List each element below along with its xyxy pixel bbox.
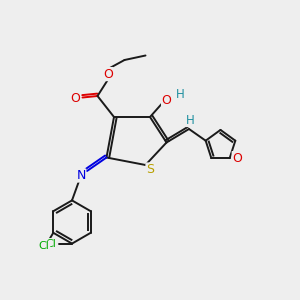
Text: H: H — [186, 113, 195, 127]
Text: O: O — [103, 68, 113, 81]
Text: O: O — [162, 94, 171, 107]
Text: N: N — [76, 169, 86, 182]
Text: O: O — [70, 92, 80, 106]
Text: Cl: Cl — [39, 241, 50, 251]
Text: Cl: Cl — [46, 238, 56, 249]
Text: H: H — [176, 88, 184, 101]
Text: O: O — [232, 152, 242, 165]
Text: S: S — [146, 163, 154, 176]
